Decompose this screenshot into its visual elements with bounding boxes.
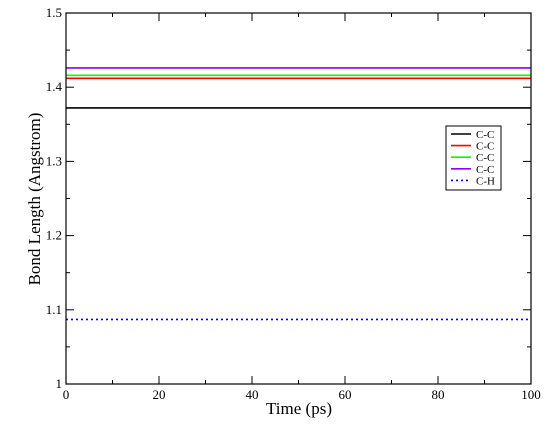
legend-label: C-C (476, 164, 494, 176)
y-tick-label: 1.3 (46, 153, 62, 168)
legend-label: C-C (476, 152, 494, 164)
x-tick-label: 0 (63, 387, 70, 402)
y-tick-label: 1 (56, 376, 63, 391)
x-tick-label: 40 (246, 387, 259, 402)
legend-label: C-H (476, 175, 495, 187)
x-tick-label: 100 (521, 387, 541, 402)
legend-label: C-C (476, 141, 494, 153)
y-tick-label: 1.1 (46, 302, 62, 317)
x-tick-label: 60 (339, 387, 352, 402)
series-layer (66, 67, 531, 321)
legend: C-CC-CC-CC-CC-H (445, 125, 502, 191)
y-tick-label: 1.5 (46, 5, 62, 20)
y-tick-label: 1.4 (46, 79, 63, 94)
x-axis-title: Time (ps) (266, 399, 332, 418)
x-tick-label: 80 (432, 387, 445, 402)
legend-label: C-C (476, 129, 494, 141)
y-axis-title: Bond Length (Angstrom) (25, 113, 44, 286)
y-tick-label: 1.2 (46, 228, 62, 243)
x-tick-label: 20 (153, 387, 166, 402)
axes-layer: 0 20 40 60 80 100 1 1.1 1.2 1.3 1.4 1.5 (46, 5, 541, 402)
